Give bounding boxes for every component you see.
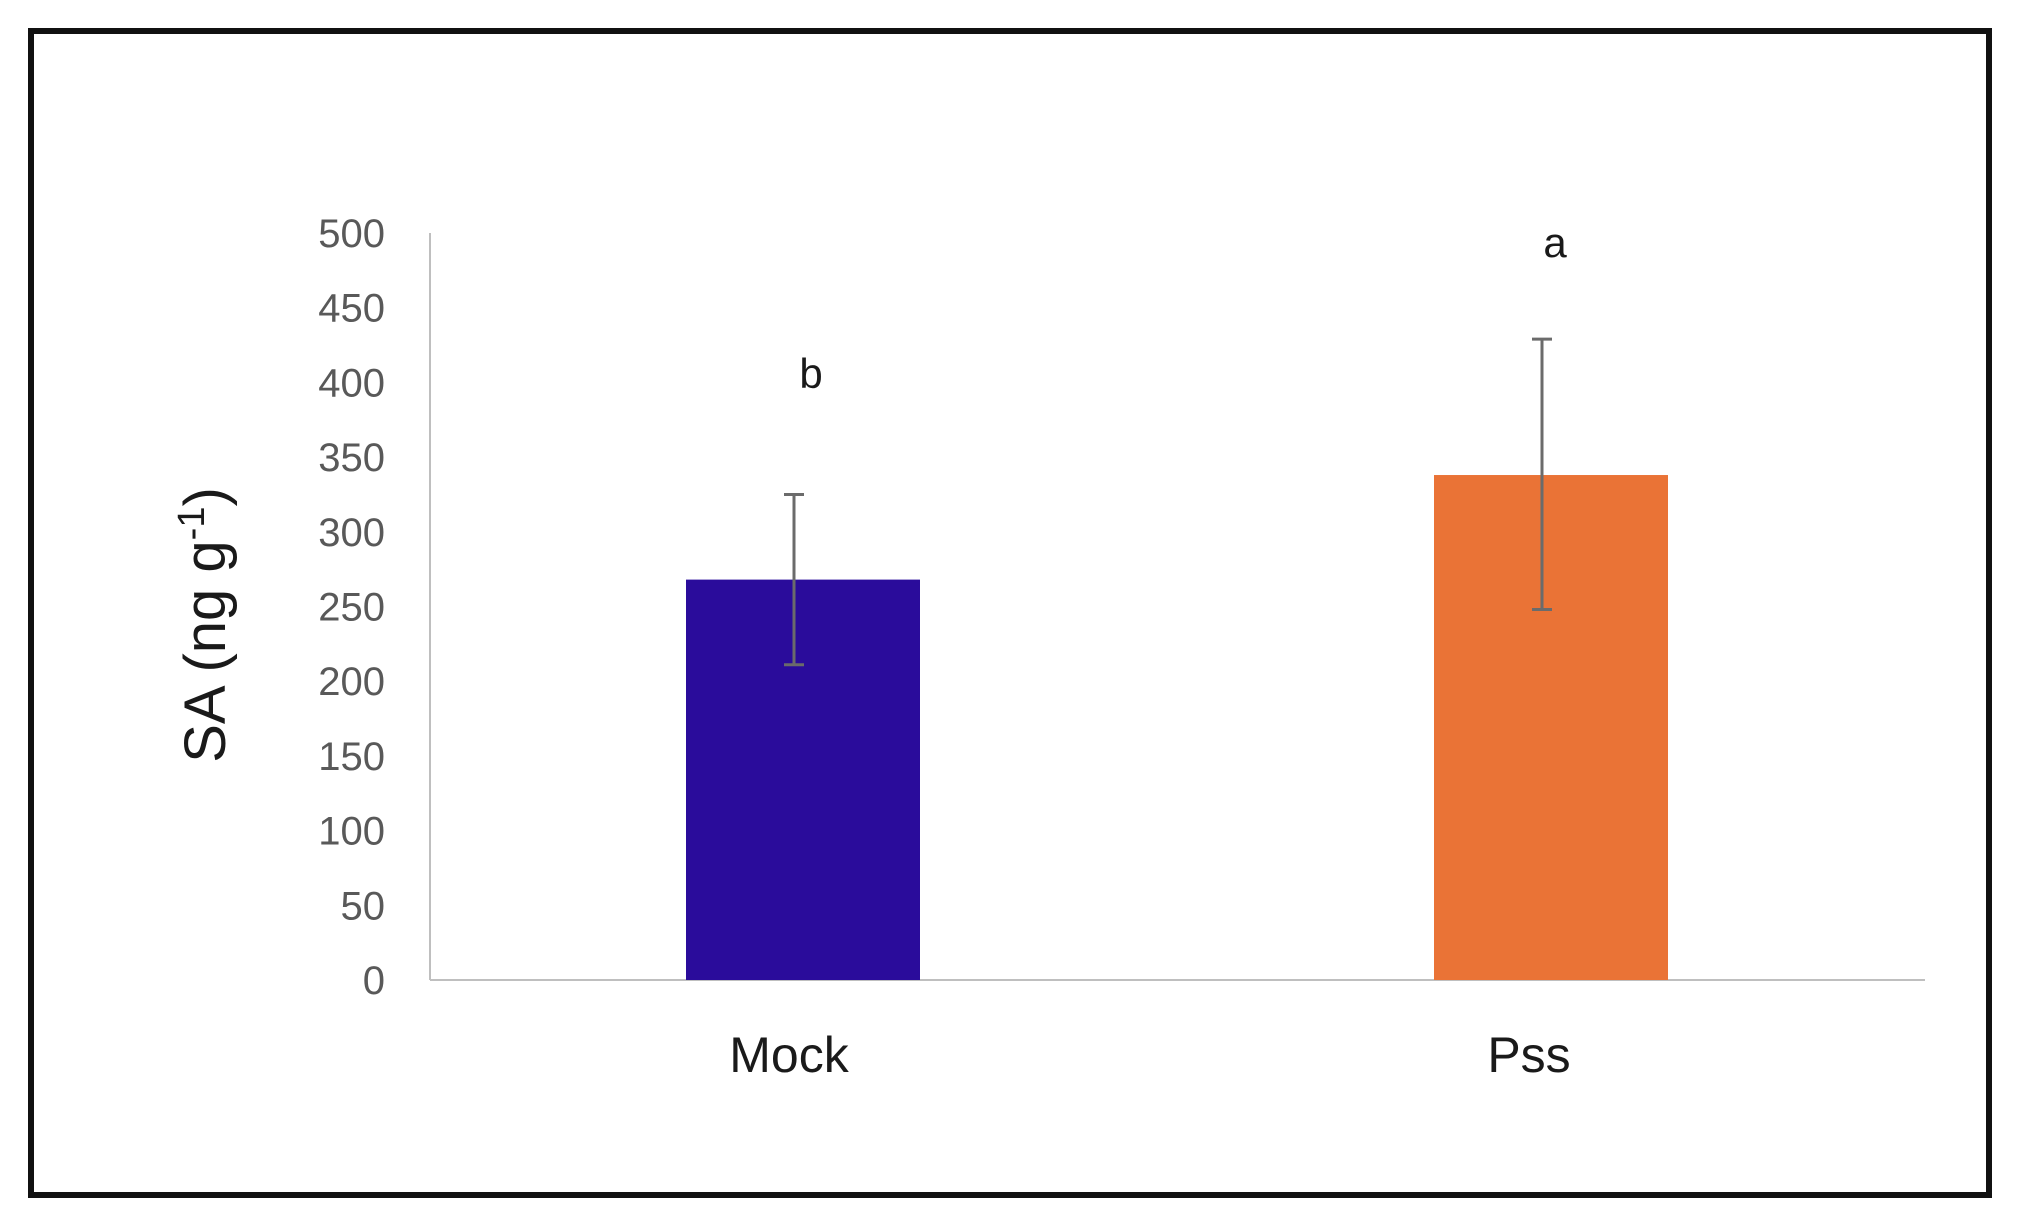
error-bar-pss xyxy=(1532,337,1552,611)
bar-mock xyxy=(686,579,920,980)
category-label-mock: Mock xyxy=(729,1027,849,1083)
axes xyxy=(429,233,1925,981)
y-tick-labels: 0 50 100 150 200 250 300 350 400 450 500 xyxy=(318,212,385,1003)
y-axis-title-superscript: -1 xyxy=(171,507,213,541)
y-tick-label: 300 xyxy=(318,511,385,555)
bars xyxy=(686,475,1668,980)
y-tick-label: 400 xyxy=(318,361,385,405)
y-tick-label: 350 xyxy=(318,436,385,480)
y-tick-label: 250 xyxy=(318,586,385,630)
error-bars xyxy=(784,337,1552,667)
y-tick-label: 50 xyxy=(341,884,386,928)
y-axis-title-close: ) xyxy=(173,487,238,506)
y-tick-label: 100 xyxy=(318,810,385,854)
y-tick-label: 500 xyxy=(318,212,385,256)
y-axis-title-main: SA (ng g xyxy=(173,540,238,762)
y-axis-title: SA (ng g-1) xyxy=(171,487,238,763)
error-bar-mock xyxy=(784,492,804,667)
category-labels: Mock Pss xyxy=(729,1027,1570,1083)
y-tick-label: 0 xyxy=(363,959,385,1003)
bar-pss xyxy=(1434,475,1668,980)
y-tick-label: 450 xyxy=(318,287,385,331)
category-label-pss: Pss xyxy=(1487,1027,1570,1083)
significance-label-pss: a xyxy=(1543,219,1567,266)
y-tick-label: 150 xyxy=(318,735,385,779)
significance-labels: ba xyxy=(799,219,1567,397)
significance-label-mock: b xyxy=(799,350,822,397)
y-tick-label: 200 xyxy=(318,660,385,704)
